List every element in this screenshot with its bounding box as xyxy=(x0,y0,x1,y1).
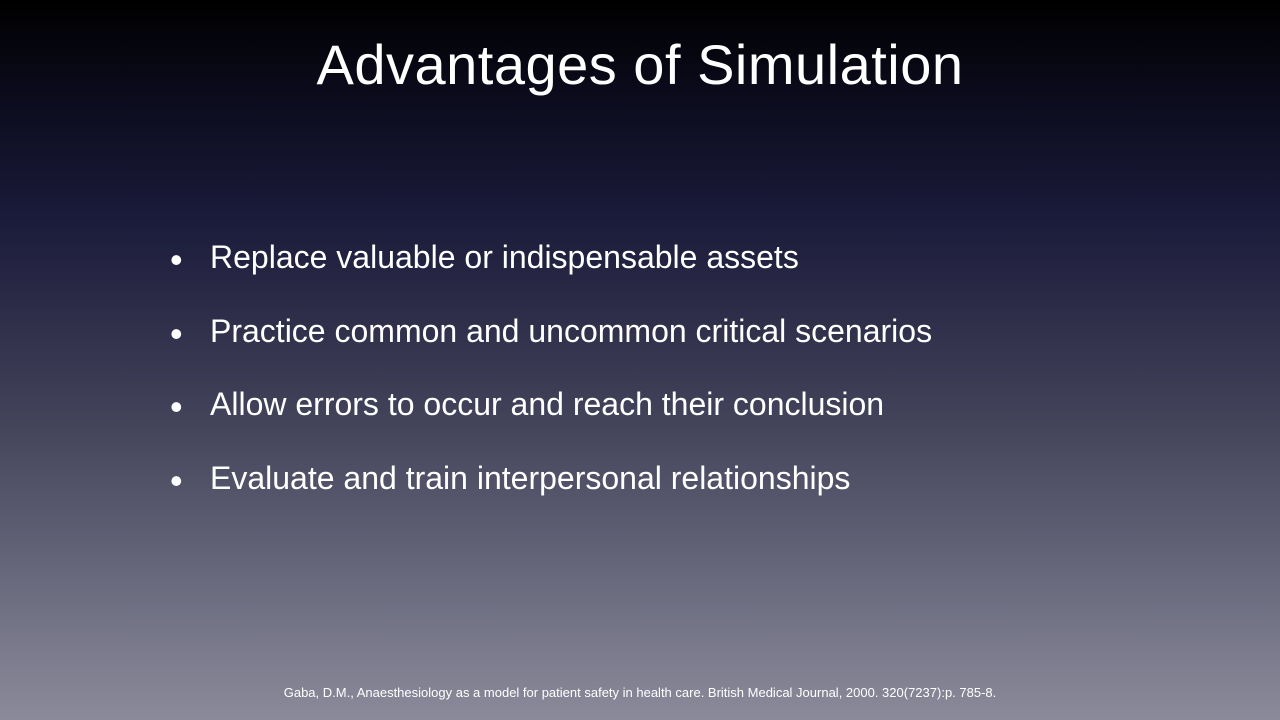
bullet-item: Replace valuable or indispensable assets xyxy=(170,237,1280,279)
bullet-item: Allow errors to occur and reach their co… xyxy=(170,384,1280,426)
bullet-item: Evaluate and train interpersonal relatio… xyxy=(170,458,1280,500)
citation-text: Gaba, D.M., Anaesthesiology as a model f… xyxy=(0,685,1280,700)
slide-container: Advantages of Simulation Replace valuabl… xyxy=(0,0,1280,720)
bullet-list: Replace valuable or indispensable assets… xyxy=(170,237,1280,531)
bullet-item: Practice common and uncommon critical sc… xyxy=(170,311,1280,353)
slide-title: Advantages of Simulation xyxy=(0,32,1280,97)
